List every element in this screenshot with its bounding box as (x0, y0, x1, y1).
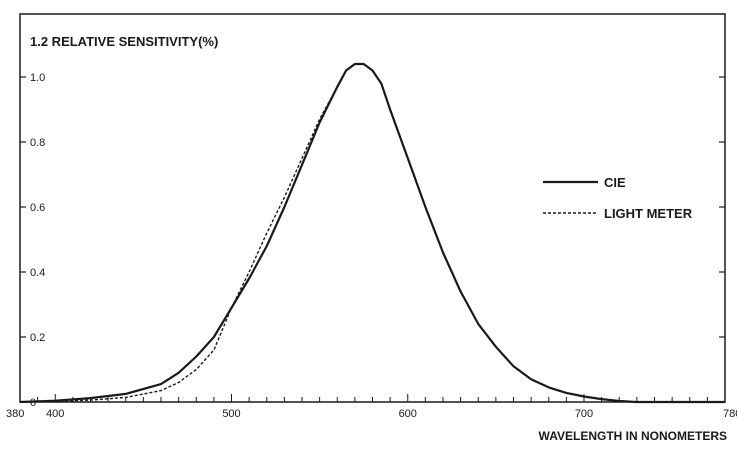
chart-title: 1.2 RELATIVE SENSITIVITY(%) (30, 34, 218, 49)
y-tick-label: 0.8 (30, 137, 45, 149)
legend-label: LIGHT METER (604, 206, 693, 221)
x-tick-label: 600 (399, 408, 417, 420)
y-tick-label: 0 (30, 397, 36, 409)
x-tick-label: 400 (46, 408, 64, 420)
x-tick-label: 700 (575, 408, 593, 420)
x-axis-ticks: 380 400 500 600 700 780 (6, 394, 737, 420)
x-tick-label: 780 (723, 408, 737, 420)
y-tick-label: 0.4 (30, 267, 45, 279)
x-tick-label: 380 (6, 408, 24, 420)
y-axis-ticks: 0 0.2 0.4 0.6 0.8 1.0 (20, 72, 725, 409)
x-tick-label: 500 (222, 408, 240, 420)
y-tick-label: 0.6 (30, 202, 45, 214)
y-tick-label: 0.2 (30, 332, 45, 344)
x-axis-label: WAVELENGTH IN NONOMETERS (539, 429, 727, 443)
legend-label: CIE (604, 175, 626, 190)
series-line-cie (19, 62, 725, 404)
series-layer (19, 62, 725, 404)
y-tick-label: 1.0 (30, 72, 45, 84)
legend: CIE LIGHT METER (543, 175, 693, 221)
series-line-light-meter (19, 63, 725, 403)
